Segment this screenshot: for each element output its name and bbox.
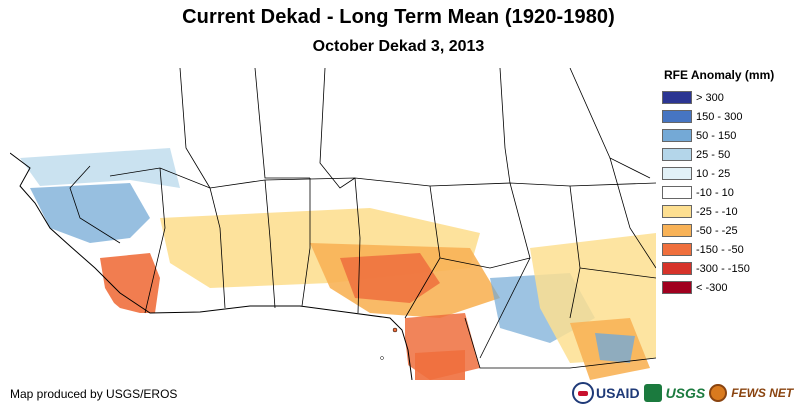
- legend-swatch: [662, 110, 692, 123]
- legend-label: 25 - 50: [696, 148, 731, 161]
- anomaly-patches: [20, 128, 656, 380]
- legend-label: 10 - 25: [696, 167, 731, 180]
- legend-label: 150 - 300: [696, 110, 743, 123]
- legend-swatch: [662, 167, 692, 180]
- legend-label: -50 - -25: [696, 224, 738, 237]
- legend-row: -10 - 10: [662, 183, 797, 202]
- legend-row: 50 - 150: [662, 126, 797, 145]
- legend-title: RFE Anomaly (mm): [664, 68, 775, 82]
- anomaly-map: [10, 68, 656, 380]
- legend-row: > 300: [662, 88, 797, 107]
- legend-label: < -300: [696, 281, 728, 294]
- patch-dry-nigeria: [340, 253, 440, 303]
- legend-label: > 300: [696, 91, 724, 104]
- ocean: [10, 238, 410, 380]
- legend-swatch: [662, 129, 692, 142]
- fews-wordmark: FEWS NET: [731, 386, 794, 400]
- coastline: [10, 152, 413, 380]
- legend-label: -150 - -50: [696, 243, 744, 256]
- legend-swatch: [662, 262, 692, 275]
- legend-swatch: [662, 148, 692, 161]
- patch-moist-southeast: [595, 333, 635, 363]
- legend: RFE Anomaly (mm) > 300 150 - 300 50 - 150 2…: [662, 68, 797, 297]
- legend-row: -150 - -50: [662, 240, 797, 259]
- patch-dry-angola: [415, 350, 465, 380]
- legend-swatch: [662, 243, 692, 256]
- patch-moist-west: [30, 183, 150, 243]
- usgs-logo-icon: [643, 384, 662, 402]
- island: [392, 327, 398, 333]
- legend-row: 150 - 300: [662, 107, 797, 126]
- patch-neutral-sahel: [190, 128, 570, 213]
- usaid-logo: USAID: [572, 382, 640, 404]
- usgs-wordmark: USGS: [665, 385, 706, 401]
- legend-row: 10 - 25: [662, 164, 797, 183]
- legend-label: 50 - 150: [696, 129, 737, 142]
- island: [380, 356, 384, 360]
- patch-dry-west: [100, 253, 160, 313]
- map-subtitle: October Dekad 3, 2013: [312, 38, 485, 55]
- credit-text: Map produced by USGS/EROS: [10, 387, 178, 401]
- patch-light-west: [20, 148, 180, 188]
- legend-label: -10 - 10: [696, 186, 734, 199]
- logo-bar: USAID USGS FEWS NET: [572, 377, 794, 409]
- usaid-seal-icon: [572, 382, 594, 404]
- country-borders: [69, 68, 656, 369]
- legend-row: 25 - 50: [662, 145, 797, 164]
- legend-row: -50 - -25: [662, 221, 797, 240]
- legend-swatch: [662, 224, 692, 237]
- legend-swatch: [662, 91, 692, 104]
- usaid-wordmark: USAID: [596, 385, 640, 401]
- legend-row: -300 - -150: [662, 259, 797, 278]
- legend-swatch: [662, 281, 692, 294]
- legend-swatch: [662, 205, 692, 218]
- legend-row: < -300: [662, 278, 797, 297]
- fews-logo-icon: [709, 384, 728, 402]
- legend-label: -25 - -10: [696, 205, 738, 218]
- legend-items: > 300 150 - 300 50 - 150 25 - 50 10 - 25 -10 …: [662, 88, 797, 297]
- map-title: Current Dekad - Long Term Mean (1920-198…: [182, 6, 615, 28]
- legend-swatch: [662, 186, 692, 199]
- legend-row: -25 - -10: [662, 202, 797, 221]
- legend-label: -300 - -150: [696, 262, 750, 275]
